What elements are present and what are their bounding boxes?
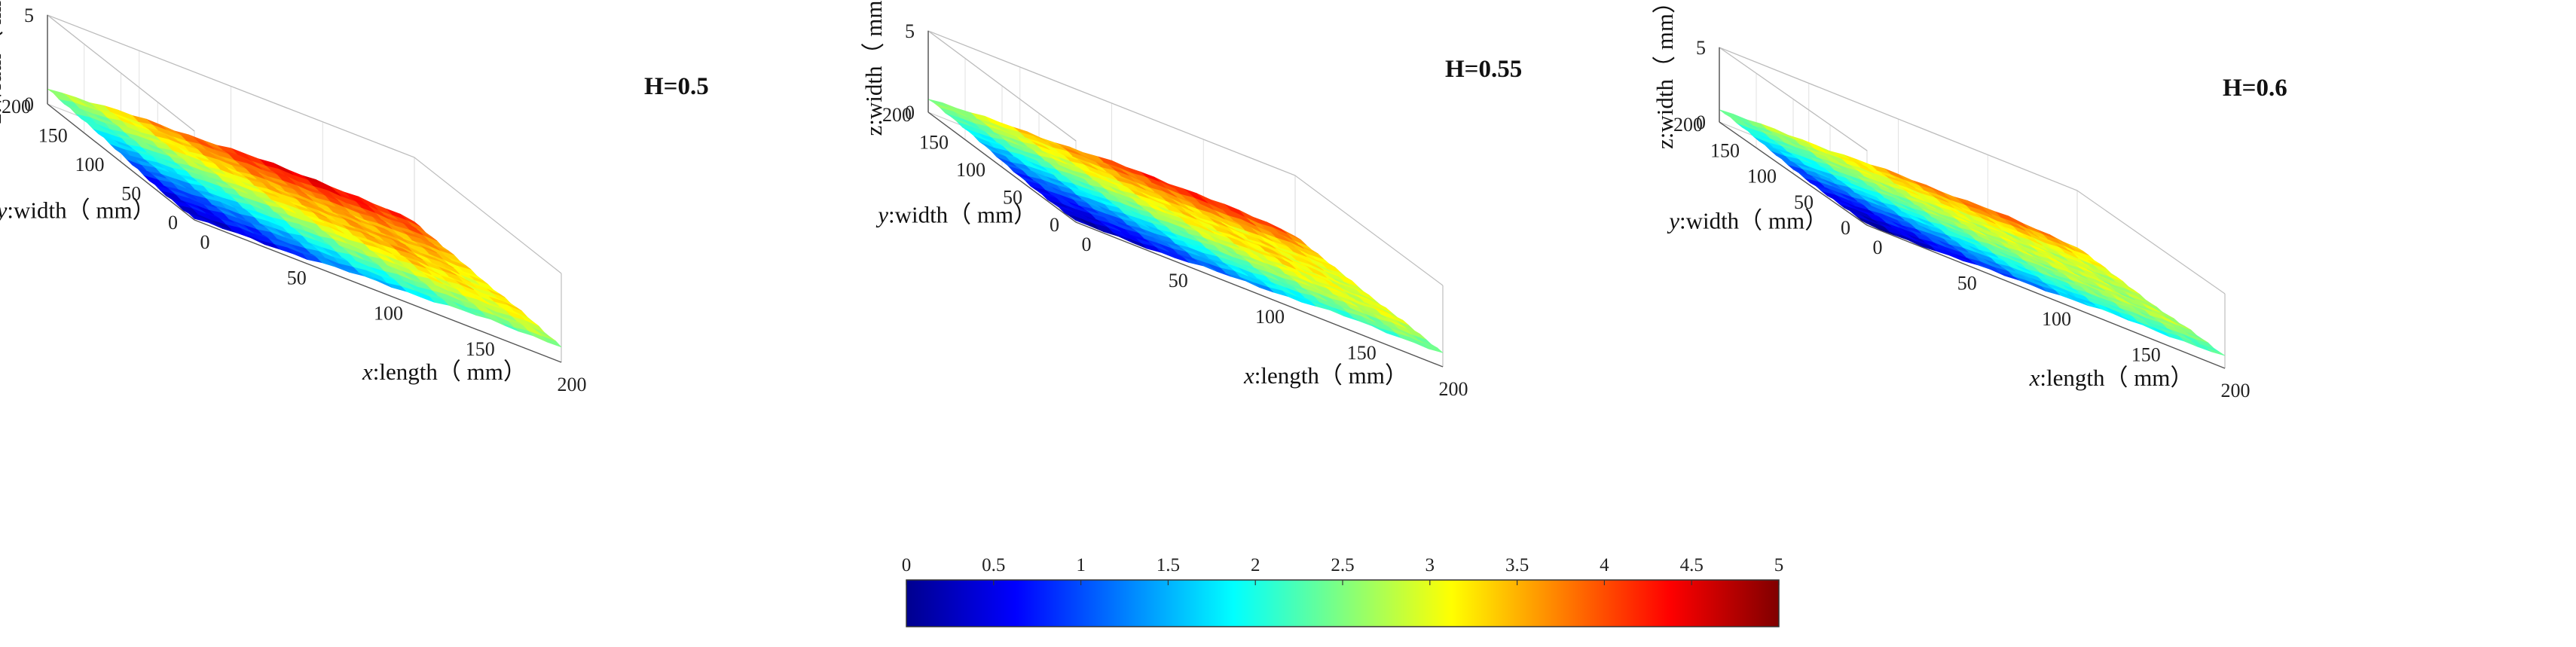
- box-top-edge: [47, 14, 562, 274]
- x-tick-label: 100: [2042, 308, 2071, 330]
- z-axis-label: z:width（ mm）: [860, 0, 887, 136]
- y-tick-label: 0: [168, 212, 178, 233]
- box-top-edge: [927, 30, 1444, 286]
- x-tick-label: 0: [200, 231, 210, 253]
- x-tick-label: 100: [1255, 306, 1285, 328]
- surface: [1719, 109, 2226, 356]
- z-tick-label: 5: [905, 20, 915, 42]
- x-tick-label: 200: [558, 374, 587, 395]
- box-top-edge: [1719, 47, 2226, 295]
- colorbar-tick-label: 0: [902, 555, 912, 575]
- z-axis-label: z:width（ mm）: [0, 0, 6, 124]
- colorbar-tick-label: 1.5: [1157, 555, 1180, 575]
- z-tick-label: 0: [24, 93, 34, 115]
- z-tick-label: 5: [1696, 37, 1706, 59]
- x-axis-line: [194, 219, 562, 363]
- x-tick-label: 0: [1082, 233, 1092, 255]
- z-tick-label: 0: [905, 102, 915, 124]
- y-axis-line: [1719, 121, 1868, 226]
- y-tick-label: 150: [1710, 139, 1740, 161]
- colorbar-tick-label: 5: [1774, 555, 1784, 575]
- y-tick-label: 0: [1841, 217, 1850, 239]
- y-axis-label: y:width（ mm）: [0, 197, 156, 223]
- z-axis-label: z:width（ mm）: [1652, 0, 1678, 149]
- y-tick-label: 150: [919, 132, 949, 154]
- surface: [47, 88, 562, 348]
- x-axis-line: [1866, 224, 2226, 369]
- surface: [927, 99, 1444, 353]
- colorbar-tick-label: 4.5: [1680, 555, 1704, 575]
- colorbar-tick-label: 1: [1076, 555, 1086, 575]
- y-tick-label: 200: [2, 96, 31, 117]
- x-tick-label: 200: [2221, 380, 2251, 401]
- y-tick-label: 150: [38, 125, 68, 147]
- panel-title: H=0.6: [2223, 75, 2287, 102]
- y-axis-line: [47, 103, 195, 221]
- colorbar-tick-label: 4: [1600, 555, 1609, 575]
- y-tick-label: 100: [1747, 166, 1777, 188]
- colorbar: 0 0.5 1 1.5 2 2.5 3 3.5 4 4.5 5: [902, 555, 1784, 627]
- y-tick-label: 200: [1673, 114, 1703, 136]
- x-tick-label: 50: [1957, 273, 1977, 295]
- x-tick-label: 150: [466, 338, 495, 360]
- x-axis-line: [1075, 221, 1444, 368]
- y-tick-label: 100: [75, 154, 105, 175]
- x-tick-label: 100: [374, 303, 403, 325]
- y-axis-line: [927, 111, 1077, 223]
- z-tick-label: 0: [1696, 111, 1706, 133]
- x-axis-label: x:length（ mm）: [1243, 362, 1408, 389]
- y-tick-label: 100: [956, 159, 985, 181]
- colorbar-tick-label: 2.5: [1331, 555, 1354, 575]
- colorbar-gradient: [906, 579, 1780, 627]
- z-tick-label: 5: [24, 5, 34, 26]
- y-axis-label: y:width（ mm）: [1667, 207, 1828, 233]
- colorbar-ticks: 0 0.5 1 1.5 2 2.5 3 3.5 4 4.5 5: [902, 555, 1784, 585]
- colorbar-tick-label: 3.5: [1505, 555, 1529, 575]
- y-tick-label: 200: [882, 104, 912, 126]
- x-axis-label: x:length（ mm）: [362, 359, 527, 385]
- colorbar-tick-label: 3: [1426, 555, 1435, 575]
- y-tick-label: 0: [1050, 214, 1059, 236]
- y-axis-label: y:width（ mm）: [875, 202, 1037, 228]
- x-tick-label: 150: [2131, 344, 2161, 366]
- panel-title: H=0.55: [1445, 56, 1522, 83]
- colorbar-tick-label: 0.5: [982, 555, 1005, 575]
- x-tick-label: 50: [1169, 270, 1188, 291]
- colorbar-tick-label: 2: [1251, 555, 1260, 575]
- x-tick-label: 50: [287, 267, 307, 288]
- y-tick-label: 50: [1003, 187, 1022, 209]
- panel-title: H=0.5: [644, 73, 709, 100]
- x-tick-label: 0: [1873, 237, 1883, 258]
- x-tick-label: 150: [1347, 342, 1377, 364]
- x-tick-label: 200: [1439, 378, 1468, 400]
- x-axis-label: x:length（ mm）: [2029, 365, 2194, 391]
- y-tick-label: 50: [121, 183, 141, 205]
- y-tick-label: 50: [1794, 191, 1814, 213]
